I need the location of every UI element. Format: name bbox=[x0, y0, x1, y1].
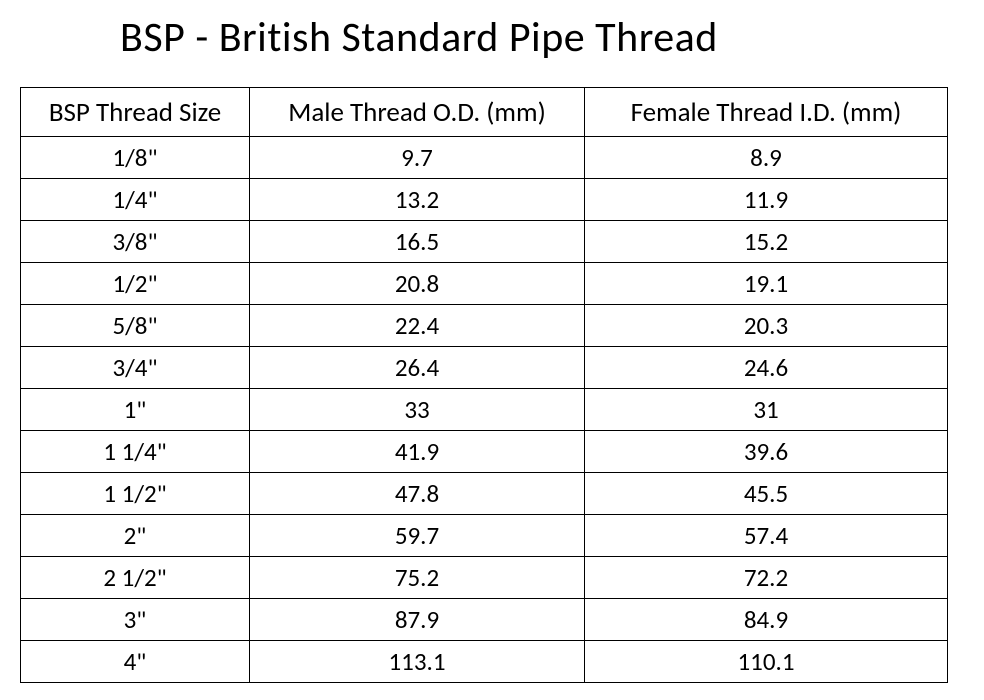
cell-size: 1/2" bbox=[21, 263, 250, 305]
cell-male: 75.2 bbox=[250, 557, 585, 599]
cell-female: 110.1 bbox=[585, 641, 948, 683]
cell-female: 39.6 bbox=[585, 431, 948, 473]
cell-size: 3" bbox=[21, 599, 250, 641]
cell-male: 13.2 bbox=[250, 179, 585, 221]
cell-female: 72.2 bbox=[585, 557, 948, 599]
table-row: 1/8" 9.7 8.9 bbox=[21, 137, 948, 179]
cell-female: 57.4 bbox=[585, 515, 948, 557]
cell-male: 59.7 bbox=[250, 515, 585, 557]
cell-male: 16.5 bbox=[250, 221, 585, 263]
table-row: 1" 33 31 bbox=[21, 389, 948, 431]
table-row: 4" 113.1 110.1 bbox=[21, 641, 948, 683]
cell-female: 45.5 bbox=[585, 473, 948, 515]
page-title: BSP - British Standard Pipe Thread bbox=[120, 12, 984, 63]
cell-male: 33 bbox=[250, 389, 585, 431]
table-row: 5/8" 22.4 20.3 bbox=[21, 305, 948, 347]
table-row: 1 1/4" 41.9 39.6 bbox=[21, 431, 948, 473]
cell-size: 2" bbox=[21, 515, 250, 557]
table-row: 2" 59.7 57.4 bbox=[21, 515, 948, 557]
cell-female: 11.9 bbox=[585, 179, 948, 221]
col-header-male: Male Thread O.D. (mm) bbox=[250, 88, 585, 137]
cell-male: 87.9 bbox=[250, 599, 585, 641]
table-row: 3" 87.9 84.9 bbox=[21, 599, 948, 641]
cell-female: 84.9 bbox=[585, 599, 948, 641]
cell-male: 41.9 bbox=[250, 431, 585, 473]
cell-male: 47.8 bbox=[250, 473, 585, 515]
cell-size: 1" bbox=[21, 389, 250, 431]
cell-male: 22.4 bbox=[250, 305, 585, 347]
col-header-female: Female Thread I.D. (mm) bbox=[585, 88, 948, 137]
cell-size: 4" bbox=[21, 641, 250, 683]
table-row: 2 1/2" 75.2 72.2 bbox=[21, 557, 948, 599]
col-header-size: BSP Thread Size bbox=[21, 88, 250, 137]
cell-size: 2 1/2" bbox=[21, 557, 250, 599]
table-row: 1/4" 13.2 11.9 bbox=[21, 179, 948, 221]
cell-female: 20.3 bbox=[585, 305, 948, 347]
table-row: 1 1/2" 47.8 45.5 bbox=[21, 473, 948, 515]
cell-female: 31 bbox=[585, 389, 948, 431]
table-row: 3/8" 16.5 15.2 bbox=[21, 221, 948, 263]
cell-female: 24.6 bbox=[585, 347, 948, 389]
cell-male: 9.7 bbox=[250, 137, 585, 179]
cell-size: 1/4" bbox=[21, 179, 250, 221]
cell-female: 8.9 bbox=[585, 137, 948, 179]
cell-female: 15.2 bbox=[585, 221, 948, 263]
cell-size: 1 1/2" bbox=[21, 473, 250, 515]
cell-male: 26.4 bbox=[250, 347, 585, 389]
table-row: 1/2" 20.8 19.1 bbox=[21, 263, 948, 305]
bsp-thread-table: BSP Thread Size Male Thread O.D. (mm) Fe… bbox=[20, 87, 948, 683]
table-header-row: BSP Thread Size Male Thread O.D. (mm) Fe… bbox=[21, 88, 948, 137]
cell-size: 5/8" bbox=[21, 305, 250, 347]
cell-female: 19.1 bbox=[585, 263, 948, 305]
cell-male: 20.8 bbox=[250, 263, 585, 305]
table-row: 3/4" 26.4 24.6 bbox=[21, 347, 948, 389]
cell-size: 3/4" bbox=[21, 347, 250, 389]
cell-size: 3/8" bbox=[21, 221, 250, 263]
cell-male: 113.1 bbox=[250, 641, 585, 683]
cell-size: 1/8" bbox=[21, 137, 250, 179]
cell-size: 1 1/4" bbox=[21, 431, 250, 473]
